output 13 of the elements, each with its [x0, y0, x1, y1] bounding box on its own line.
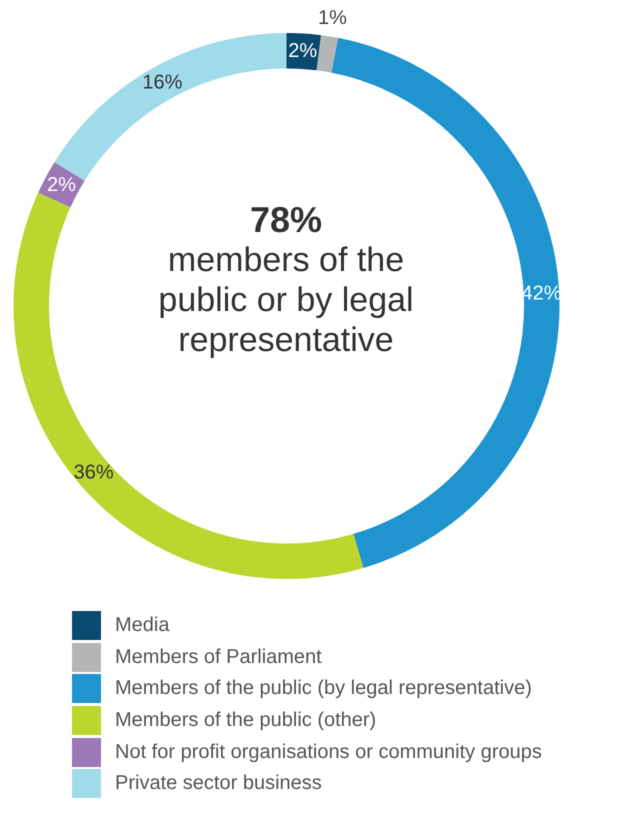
data-label: 2% — [288, 40, 318, 62]
legend-label: Members of the public (other) — [115, 709, 376, 732]
text: 78% — [248, 199, 324, 240]
legend-label: Members of Parliament — [115, 646, 322, 669]
legend-label: Private sector business — [115, 772, 322, 796]
data-label: 36% — [74, 462, 114, 484]
legend-label: Not for profit organisations or community groups — [115, 740, 542, 764]
text: members of the public or by legal representative — [157, 240, 415, 360]
legend-label: Members of the public (by legal representative) — [115, 677, 532, 700]
legend-label: Media — [115, 614, 170, 638]
data-label: 16% — [142, 71, 183, 94]
data-label: 1% — [318, 7, 348, 30]
data-label: 2% — [47, 174, 76, 196]
